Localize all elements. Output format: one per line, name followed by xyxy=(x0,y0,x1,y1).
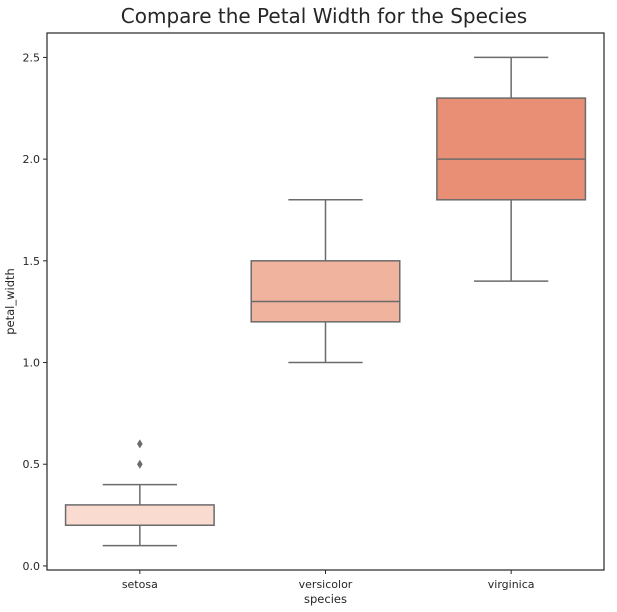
box-iqr xyxy=(436,97,587,201)
y-tick-label: 1.0 xyxy=(23,357,41,370)
y-tick-label: 1.5 xyxy=(23,255,41,268)
x-axis-label: species xyxy=(304,592,347,606)
y-axis-label: petal_width xyxy=(3,268,17,335)
chart-title: Compare the Petal Width for the Species xyxy=(121,4,527,28)
box-virginica xyxy=(436,56,587,282)
box-setosa xyxy=(64,439,215,547)
plot-frame xyxy=(46,32,605,571)
box-versicolor xyxy=(250,199,401,364)
x-tick-label: setosa xyxy=(122,578,158,591)
y-tick-label: 0.5 xyxy=(23,458,41,471)
y-tick-label: 2.0 xyxy=(23,153,41,166)
box-iqr xyxy=(250,260,401,323)
outlier-point xyxy=(137,459,143,469)
x-tick-label: virginica xyxy=(488,578,535,591)
plot-area: 0.0 0.5 1.0 1.5 2.0 2.5 setosa versicolor virgin… xyxy=(23,51,587,591)
y-tick-label: 0.0 xyxy=(23,560,41,573)
y-tick-label: 2.5 xyxy=(23,51,41,64)
x-tick-label: versicolor xyxy=(299,578,353,591)
box-iqr xyxy=(64,504,215,526)
outlier-point xyxy=(137,439,143,449)
